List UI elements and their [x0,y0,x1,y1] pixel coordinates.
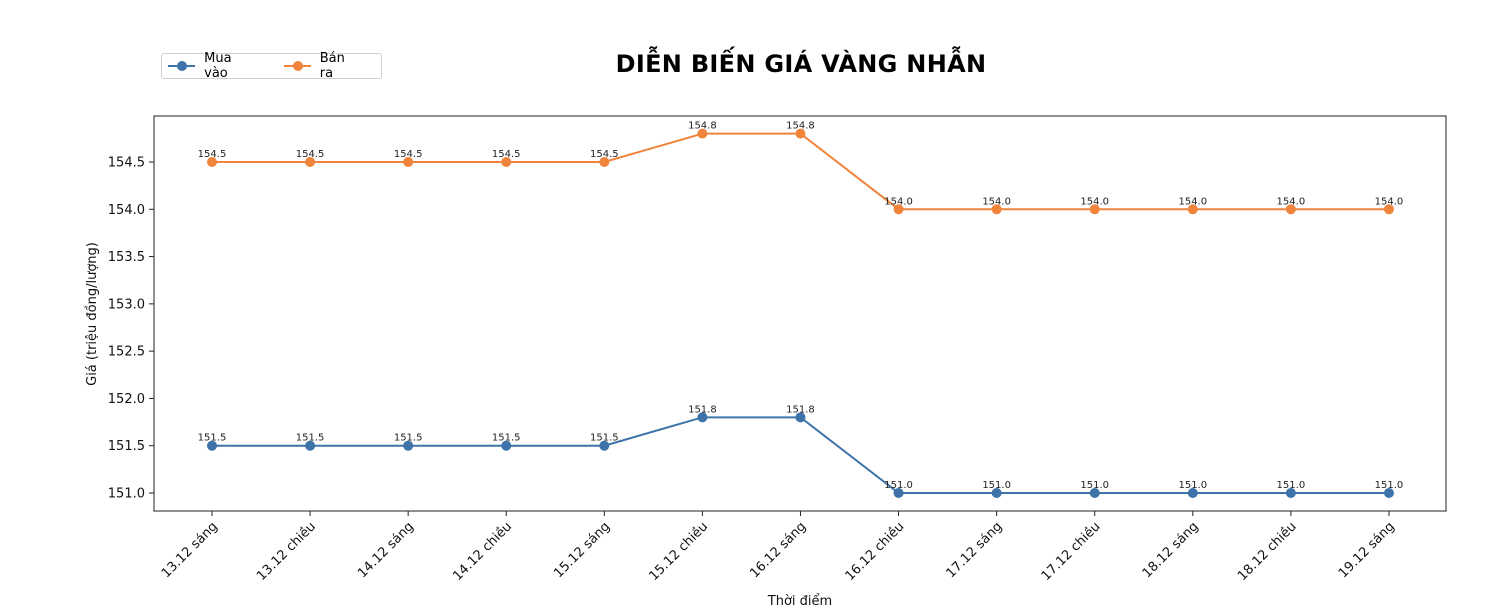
x-tick-label: 17.12 chiều [1039,519,1104,584]
x-tick-label: 17.12 sáng [944,519,1006,581]
data-label: 154.5 [590,149,619,160]
data-point-marker [893,488,904,498]
data-point-marker [305,157,316,168]
x-tick-label: 14.12 chiều [450,519,515,584]
data-point-marker [207,440,217,451]
plot-area: 151.0 151.5 152.0 152.5 153.0 153.5 154.0 154.5… [85,115,1447,609]
data-point-marker [403,440,414,451]
chart-legend: Mua vào Bán ra [161,51,382,81]
y-tick-label: 154.5 [108,156,145,171]
y-tick-label: 153.5 [108,250,145,265]
y-tick-label: 154.0 [108,203,145,218]
data-point-marker [599,440,610,451]
data-label: 154.0 [1277,196,1306,207]
y-tick-label: 151.0 [108,487,145,502]
data-point-marker [1383,204,1394,215]
series-line-ban-ra [212,132,1389,211]
x-tick-label: 18.12 chiều [1235,519,1300,584]
x-tick-label: 18.12 sáng [1140,519,1202,581]
data-label: 151.0 [982,480,1011,491]
data-point-marker [697,412,708,423]
y-axis-label: Giá (triệu đồng/lượng) [85,242,100,386]
data-point-marker [991,204,1002,215]
data-label: 151.0 [1375,480,1404,491]
data-label: 154.8 [688,121,717,132]
x-tick-label: 13.12 sáng [159,519,221,581]
series-line-mua-vao [212,416,1389,494]
data-point-marker [697,128,708,139]
x-axis-label: Thời điểm [767,594,832,609]
data-point-marker [795,128,806,139]
data-label: 154.0 [1375,196,1404,207]
data-point-marker [599,157,610,168]
data-label: 151.8 [688,404,717,415]
x-tick-label: 19.12 sáng [1336,519,1398,581]
y-tick-label: 153.0 [108,297,145,312]
data-point-marker [207,157,217,168]
data-point-marker [1089,204,1100,215]
data-point-marker [403,157,414,168]
data-label: 151.0 [884,480,913,491]
legend-label: Bán ra [319,51,345,81]
data-point-marker [1285,488,1296,498]
data-label: 151.0 [1178,480,1207,491]
data-label: 154.5 [296,149,325,160]
data-label: 154.5 [492,149,521,160]
data-label: 151.5 [492,433,521,444]
x-tick-label: 13.12 chiều [254,519,319,584]
data-point-marker [1089,488,1100,498]
data-label: 154.0 [1178,196,1207,207]
data-point-marker [501,440,512,451]
data-label: 154.5 [394,149,423,160]
line-marker-icon [168,61,196,71]
data-label: 151.5 [296,433,325,444]
data-point-marker [1383,488,1394,498]
data-label: 154.0 [884,196,913,207]
data-point-marker [893,204,904,215]
x-tick-label: 15.12 chiều [646,519,711,584]
data-label: 151.5 [394,433,423,444]
data-point-marker [1187,204,1198,215]
plot-frame [153,115,1447,512]
data-label: 151.5 [590,433,619,444]
legend-item-mua-vao: Mua vào [168,51,258,81]
x-tick-label: 16.12 chiều [843,519,908,584]
data-point-marker [991,488,1002,498]
data-label: 154.0 [1080,196,1109,207]
legend-label: Mua vào [204,51,232,81]
data-point-marker [1285,204,1296,215]
data-label: 151.0 [1080,480,1109,491]
data-point-marker [795,412,806,423]
data-point-marker [1187,488,1198,498]
legend-item-ban-ra: Bán ra [283,51,361,81]
data-label: 154.8 [786,121,815,132]
y-tick-label: 151.5 [108,439,145,454]
line-marker-icon [283,61,311,71]
x-tick-label: 15.12 sáng [551,519,613,581]
chart-title: DIỄN BIẾN GIÁ VÀNG NHẪN [615,50,987,78]
x-tick-label: 16.12 sáng [747,519,809,581]
y-tick-label: 152.5 [108,345,145,360]
y-tick-label: 152.0 [108,392,145,407]
x-tick-label: 14.12 sáng [355,519,417,581]
data-label: 154.5 [198,149,227,160]
data-point-marker [501,157,512,168]
data-label: 151.8 [786,404,815,415]
data-label: 151.0 [1277,480,1306,491]
data-label: 151.5 [198,433,227,444]
data-label: 154.0 [982,196,1011,207]
data-point-marker [305,440,316,451]
